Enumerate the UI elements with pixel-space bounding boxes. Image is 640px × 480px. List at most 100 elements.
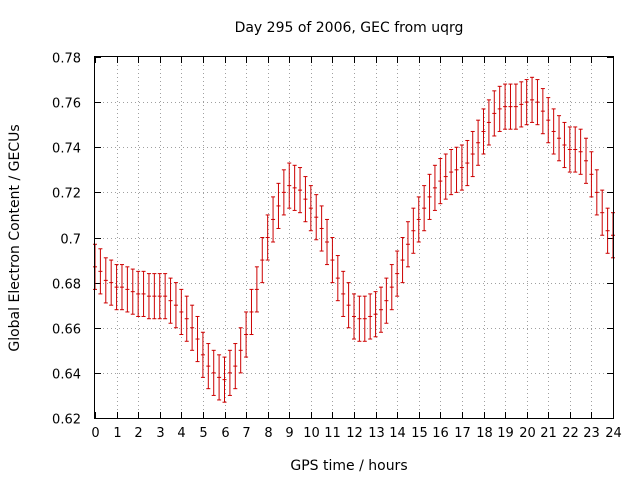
x-tick-label: 15 <box>411 426 428 441</box>
data-point <box>184 295 189 342</box>
data-point <box>465 139 470 187</box>
x-tick-label: 1 <box>113 426 121 441</box>
data-point <box>503 83 508 130</box>
y-axis-label: Global Electron Content / GECUs <box>7 124 23 351</box>
x-tick-label: 4 <box>177 426 185 441</box>
data-point <box>190 304 195 351</box>
plot-frame <box>94 56 614 419</box>
data-point <box>400 237 405 284</box>
x-tick-label: 11 <box>324 426 341 441</box>
x-tick-label: 3 <box>156 426 164 441</box>
x-tick-label: 17 <box>454 426 471 441</box>
y-tick-label: 0.72 <box>52 187 81 202</box>
data-point <box>497 85 502 132</box>
x-tick-label: 10 <box>303 426 320 441</box>
data-point <box>411 207 416 254</box>
data-point <box>546 97 551 144</box>
data-point <box>130 268 135 315</box>
y-tick-labels: 0.62 0.64 0.66 0.68 0.7 0.72 0.74 0.76 0.78 <box>52 52 81 428</box>
x-tick-label: 22 <box>562 426 579 441</box>
data-point <box>362 295 367 342</box>
data-point <box>330 237 335 284</box>
x-tick-label: 5 <box>199 426 207 441</box>
x-tick-label: 13 <box>368 426 385 441</box>
data-point <box>281 169 286 216</box>
y-tick-label: 0.74 <box>52 142 81 157</box>
data-point <box>476 119 481 166</box>
data-point <box>119 264 124 311</box>
data-point <box>573 126 578 173</box>
y-tick-label: 0.64 <box>52 368 81 383</box>
data-point <box>287 162 292 209</box>
chart-title: Day 295 of 2006, GEC from uqrg <box>235 20 464 36</box>
x-tick-label: 24 <box>605 426 622 441</box>
data-point <box>173 282 178 329</box>
data-point <box>125 266 130 313</box>
data-point <box>222 356 227 403</box>
data-point <box>449 149 454 196</box>
data-point <box>157 273 162 320</box>
data-point <box>298 167 303 214</box>
data-point <box>136 270 141 317</box>
data-point <box>141 270 146 317</box>
data-point <box>303 176 308 223</box>
data-point <box>519 81 524 128</box>
x-tick-label: 20 <box>519 426 536 441</box>
x-tick-label: 19 <box>497 426 514 441</box>
data-point <box>459 144 464 191</box>
data-point <box>524 79 529 126</box>
data-point <box>562 121 567 169</box>
data-point <box>530 76 535 123</box>
data-point <box>605 207 610 254</box>
data-point <box>557 115 562 162</box>
data-point <box>438 158 443 205</box>
x-tick-label: 9 <box>285 426 293 441</box>
grid-lines <box>95 57 613 418</box>
data-point <box>551 108 556 155</box>
data-point <box>265 214 270 261</box>
data-point <box>352 293 356 340</box>
data-point <box>508 83 513 130</box>
y-tick-label: 0.68 <box>52 278 81 293</box>
data-point <box>578 128 583 175</box>
data-point <box>325 218 330 266</box>
data-point <box>389 264 394 311</box>
x-tick-label: 18 <box>476 426 493 441</box>
data-point <box>103 257 108 304</box>
data-point <box>152 273 157 320</box>
data-point <box>384 277 389 324</box>
x-axis-label: GPS time / hours <box>290 458 407 474</box>
data-point <box>200 331 205 378</box>
data-point <box>432 164 437 211</box>
x-tick-labels: 0 1 2 3 4 5 6 7 8 9 10 11 12 13 14 15 16 17 18 19 20 21 22 23 24 <box>91 426 621 441</box>
data-point <box>492 90 497 137</box>
data-point <box>292 164 297 211</box>
x-tick-label: 23 <box>583 426 600 441</box>
data-point <box>470 130 475 178</box>
data-point <box>211 349 216 396</box>
x-tick-label: 7 <box>242 426 250 441</box>
data-point <box>114 264 119 311</box>
data-point <box>109 259 114 306</box>
x-tick-label: 12 <box>346 426 363 441</box>
data-point <box>427 173 432 220</box>
data-point <box>422 185 427 232</box>
data-point <box>319 205 324 252</box>
data-point <box>179 288 184 336</box>
data-point <box>233 343 238 390</box>
data-point <box>276 182 281 229</box>
data-point <box>513 83 518 130</box>
data-point <box>249 288 254 336</box>
x-tick-label: 14 <box>389 426 406 441</box>
x-tick-label: 16 <box>432 426 449 441</box>
data-point <box>271 196 276 243</box>
data-point <box>335 255 340 302</box>
data-point <box>535 79 540 126</box>
data-point <box>378 286 383 333</box>
data-point <box>368 293 373 340</box>
data-point <box>260 237 265 284</box>
data-point <box>98 248 103 295</box>
x-tick-label: 21 <box>540 426 557 441</box>
data-point <box>254 266 259 313</box>
data-point <box>238 327 243 374</box>
